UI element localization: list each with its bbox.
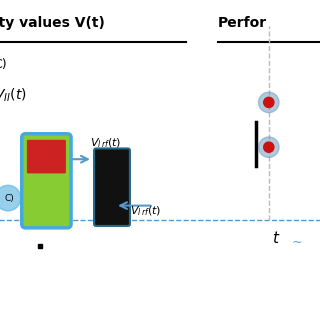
Text: ~: ~	[291, 236, 302, 249]
Text: C): C)	[5, 194, 14, 203]
Circle shape	[0, 185, 21, 211]
FancyBboxPatch shape	[22, 134, 71, 228]
Circle shape	[259, 137, 279, 157]
Text: $V_{II}(t)$: $V_{II}(t)$	[0, 86, 26, 104]
Circle shape	[264, 142, 274, 152]
Text: $V_{l\,rf}(t)$: $V_{l\,rf}(t)$	[90, 136, 121, 150]
Text: $t$: $t$	[272, 230, 280, 246]
FancyBboxPatch shape	[94, 148, 130, 226]
Circle shape	[259, 92, 279, 113]
Text: Perfor: Perfor	[218, 16, 267, 30]
FancyBboxPatch shape	[27, 140, 66, 173]
Text: $V_{l\,rf}(t)$: $V_{l\,rf}(t)$	[130, 205, 161, 218]
Text: C): C)	[0, 58, 7, 71]
Text: ity values V(t): ity values V(t)	[0, 16, 104, 30]
Circle shape	[264, 97, 274, 108]
